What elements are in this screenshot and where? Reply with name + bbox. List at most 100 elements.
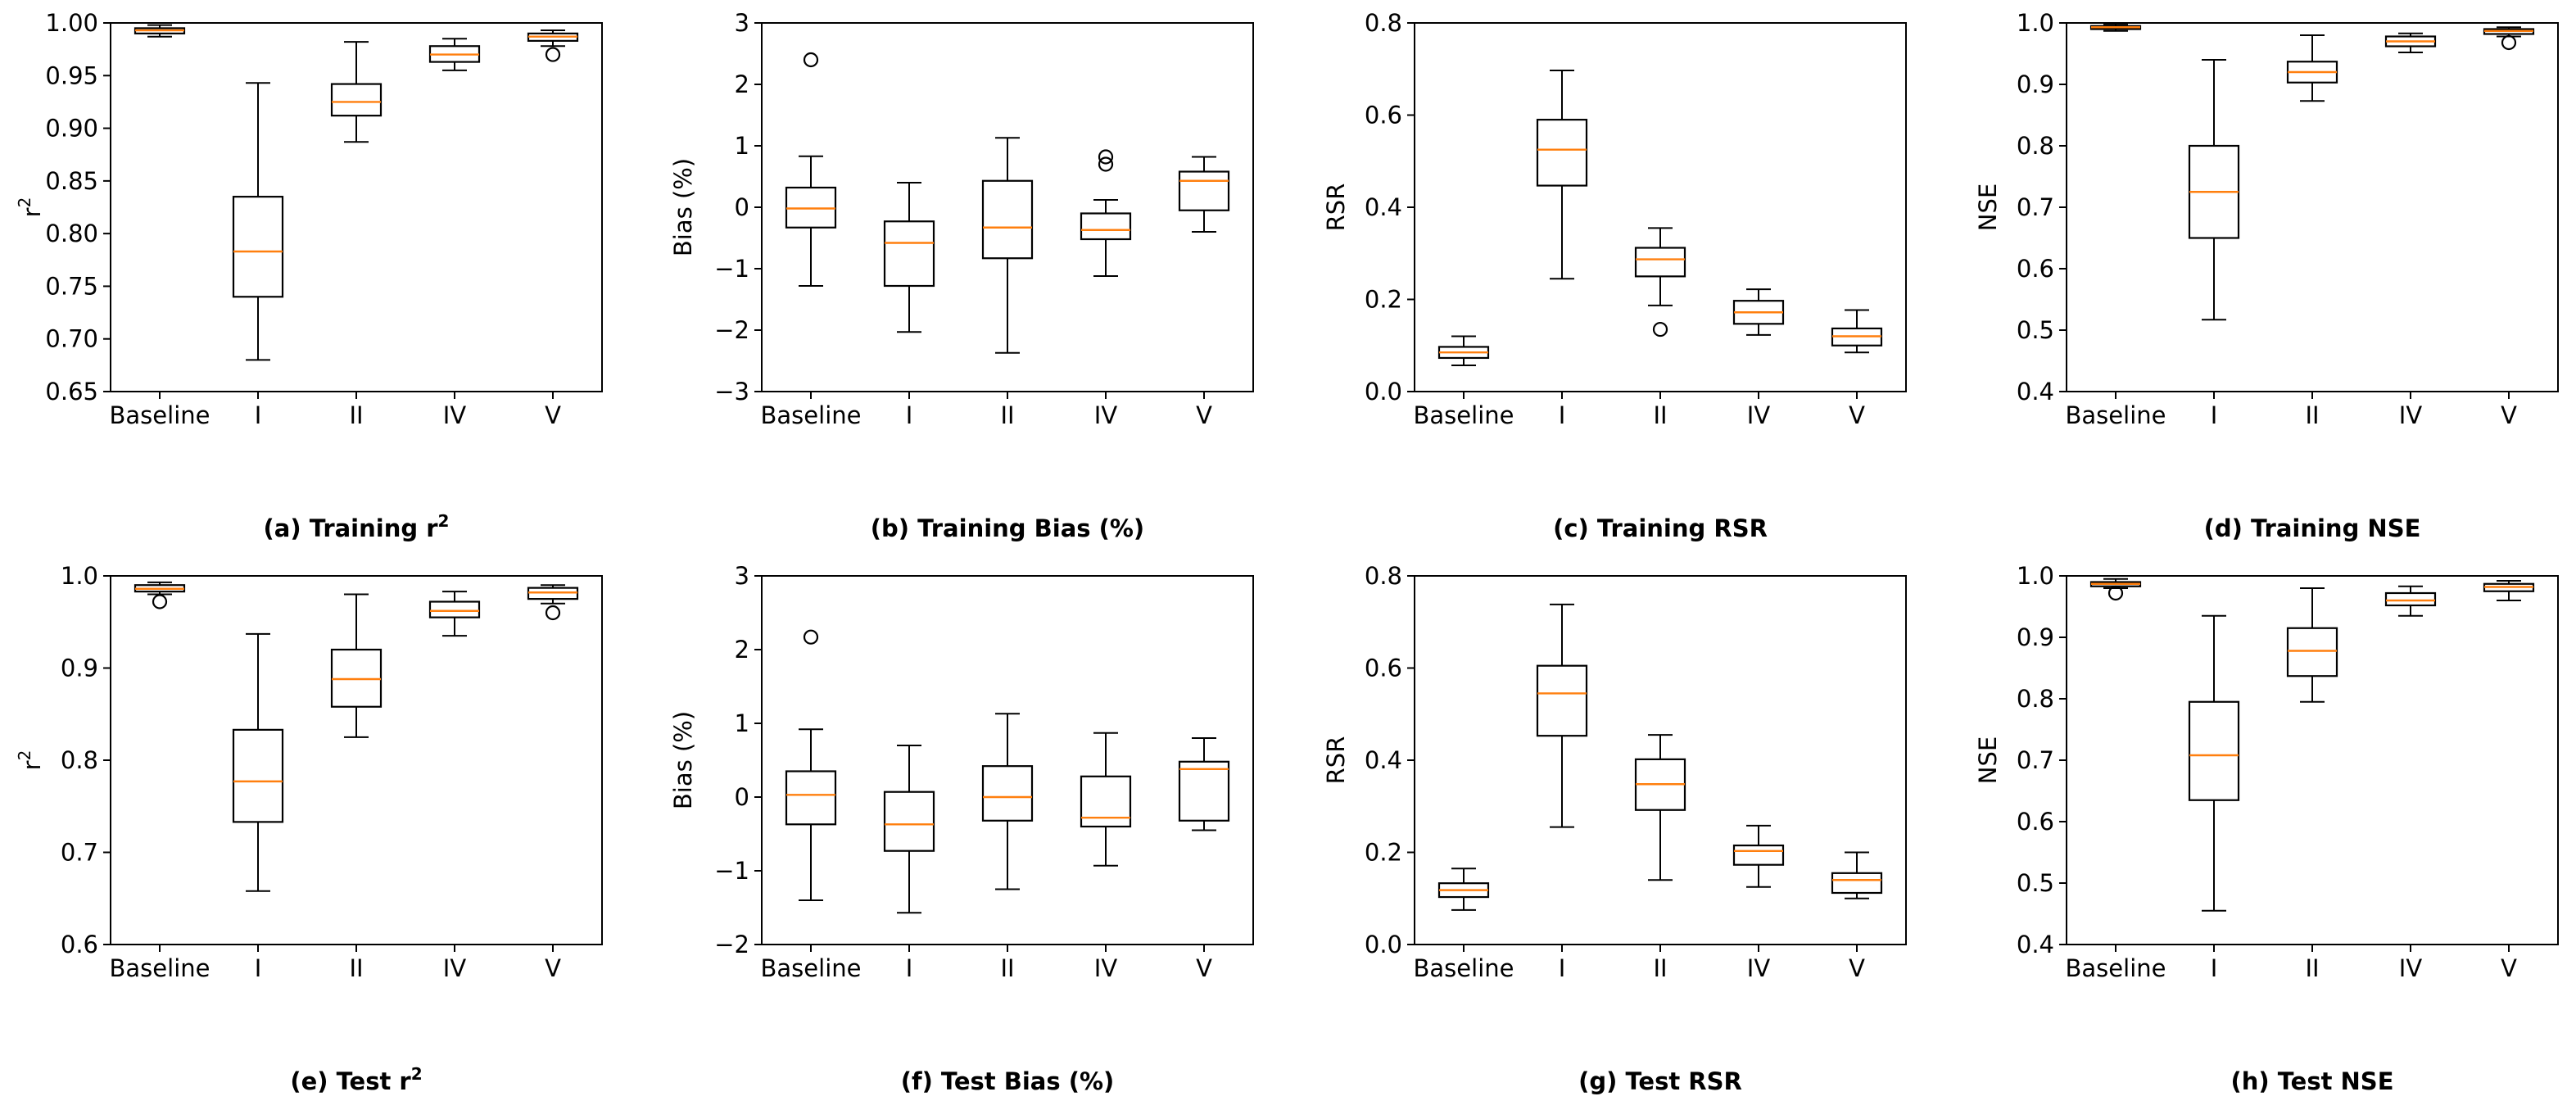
iqr-box xyxy=(232,196,284,298)
box-v xyxy=(1178,737,1230,831)
y-tick-label: 0.7 xyxy=(2017,746,2054,774)
y-tick-label: 0.90 xyxy=(45,115,98,143)
panel-caption: (d) Training NSE xyxy=(2204,514,2421,542)
panel-caption: (e) Test r2 xyxy=(290,1064,422,1095)
box-iv xyxy=(1732,288,1785,336)
outlier-point xyxy=(2107,585,2124,601)
y-tick-label: 0.8 xyxy=(2017,685,2054,713)
iqr-box xyxy=(1732,844,1785,866)
y-tick-label: 2 xyxy=(735,70,749,98)
iqr-box xyxy=(2188,700,2240,801)
iqr-box xyxy=(1080,212,1132,241)
axes-frame xyxy=(761,22,1254,392)
y-tick-label: 0.2 xyxy=(1365,286,1402,314)
x-tick-label: V xyxy=(545,954,561,982)
x-tick-label: II xyxy=(349,954,363,982)
box-baseline xyxy=(134,24,186,38)
panel-a: 0.65 0.70 0.75 0.80 0.85 0.90 0.95 1.00 r2 Baseli… xyxy=(15,9,603,542)
x-tick-label: Baseline xyxy=(761,954,862,982)
y-tick-label: 0.6 xyxy=(61,931,98,958)
box-i xyxy=(2188,614,2240,912)
x-tick-label: I xyxy=(255,954,262,982)
x-tick-label: II xyxy=(2305,954,2319,982)
box-ii xyxy=(1634,734,1686,881)
box-baseline xyxy=(2089,578,2142,601)
x-tick-label: V xyxy=(2501,954,2517,982)
y-tick-label: 0.4 xyxy=(1365,746,1402,774)
outlier-point xyxy=(803,52,819,68)
box-v xyxy=(1831,309,1883,354)
y-axis-label: NSE xyxy=(1974,183,2002,231)
box-baseline xyxy=(785,629,837,901)
y-tick-label: 0.6 xyxy=(1365,102,1402,129)
x-tick-label: Baseline xyxy=(1414,954,1514,982)
outlier-point xyxy=(2501,34,2517,51)
y-tick-label: 0.6 xyxy=(2017,808,2054,836)
panel-caption: (c) Training RSR xyxy=(1553,514,1768,542)
x-tick-label: II xyxy=(1000,401,1014,429)
iqr-box xyxy=(1080,775,1132,828)
box-ii xyxy=(2286,34,2338,102)
x-tick-label: Baseline xyxy=(2066,954,2166,982)
box-ii xyxy=(981,137,1034,354)
x-tick-label: I xyxy=(1559,954,1566,982)
y-tick-label: 1.0 xyxy=(2017,562,2054,590)
y-tick-label: 1.00 xyxy=(45,9,98,37)
y-axis-label: Bias (%) xyxy=(669,158,697,256)
y-tick-label: 0 xyxy=(735,783,749,811)
y-tick-label: 1.0 xyxy=(2017,9,2054,37)
panel-caption: (a) Training r2 xyxy=(264,511,450,542)
y-tick-label: 0.4 xyxy=(1365,193,1402,221)
box-baseline xyxy=(1437,868,1490,911)
x-tick-label: II xyxy=(349,401,363,429)
box-iv xyxy=(2384,585,2437,617)
y-tick-label: 0.65 xyxy=(45,378,98,405)
box-baseline xyxy=(1437,335,1490,366)
panel-caption: (g) Test RSR xyxy=(1578,1067,1742,1095)
y-tick-label: 0.0 xyxy=(1365,931,1402,958)
x-tick-label: Baseline xyxy=(761,401,862,429)
x-tick-label: I xyxy=(255,401,262,429)
box-baseline xyxy=(785,52,837,287)
y-tick-label: 0.9 xyxy=(61,655,98,682)
outlier-point xyxy=(1652,321,1668,338)
iqr-box xyxy=(883,791,935,852)
box-ii xyxy=(330,593,383,738)
iqr-box xyxy=(2286,627,2338,677)
x-tick-label: IV xyxy=(1094,401,1118,429)
y-tick-label: 0.75 xyxy=(45,272,98,300)
x-tick-label: IV xyxy=(2399,401,2423,429)
y-tick-label: 0.7 xyxy=(61,839,98,867)
outlier-point xyxy=(545,47,561,62)
x-tick-label: Baseline xyxy=(1414,401,1514,429)
box-iv xyxy=(2384,32,2437,53)
y-axis-label: r2 xyxy=(15,750,46,771)
y-tick-label: 0.70 xyxy=(45,325,98,353)
x-tick-label: I xyxy=(2211,954,2218,982)
x-tick-label: V xyxy=(545,401,561,429)
box-iv xyxy=(428,38,481,71)
box-iv xyxy=(1080,149,1132,277)
y-tick-label: 0.2 xyxy=(1365,839,1402,867)
y-tick-label: 0.0 xyxy=(1365,378,1402,405)
box-iv xyxy=(428,591,481,637)
y-tick-label: 0.9 xyxy=(2017,623,2054,651)
box-i xyxy=(1536,603,1588,828)
y-tick-label: 0.5 xyxy=(2017,316,2054,344)
y-tick-label: 0.4 xyxy=(2017,378,2054,405)
x-tick-label: V xyxy=(1849,954,1865,982)
y-tick-label: 3 xyxy=(735,562,749,590)
x-tick-label: I xyxy=(2211,401,2218,429)
box-ii xyxy=(330,41,383,143)
box-i xyxy=(232,82,284,361)
y-axis-label: RSR xyxy=(1322,183,1350,232)
box-i xyxy=(883,745,935,914)
y-tick-label: 0 xyxy=(735,193,749,221)
y-tick-label: 3 xyxy=(735,9,749,37)
y-tick-label: −2 xyxy=(714,931,749,958)
